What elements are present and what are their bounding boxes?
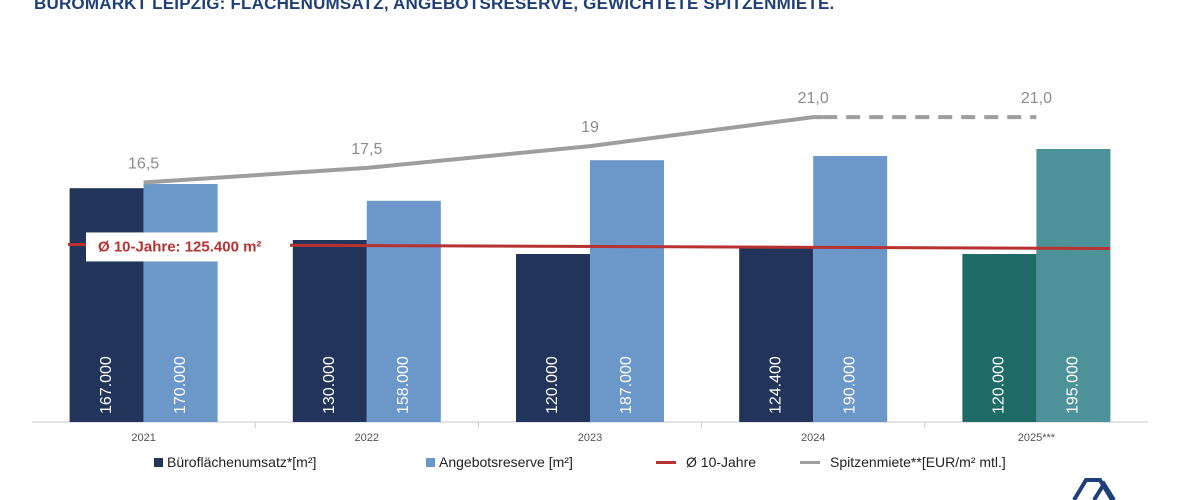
bar-umsatz-3 xyxy=(739,247,814,422)
rent-label-0: 16,5 xyxy=(128,155,159,172)
legend-label-umsatz: Büroflächenumsatz*[m²] xyxy=(167,454,317,470)
bar-umsatz-0 xyxy=(69,188,144,422)
legend-label-angebotsreserve: Angebotsreserve [m²] xyxy=(439,454,573,470)
bar-value-label-angebotsreserve-3: 190.000 xyxy=(841,356,858,414)
bar-angebotsreserve-2 xyxy=(590,160,664,422)
rent-label-2: 19 xyxy=(581,119,599,136)
bar-umsatz-4 xyxy=(962,254,1037,422)
legend-swatch-umsatz xyxy=(154,457,163,467)
average-label: Ø 10-Jahre: 125.400 m² xyxy=(98,238,261,255)
average-label-box xyxy=(86,232,290,262)
legend-swatch-average xyxy=(656,460,676,464)
bar-angebotsreserve-1 xyxy=(366,200,441,422)
bar-value-label-umsatz-2: 120.000 xyxy=(544,356,561,414)
legend-item-angebotsreserve: Angebotsreserve [m²] xyxy=(426,454,573,470)
x-tick-label-1: 2022 xyxy=(355,432,379,444)
legend: Büroflächenumsatz*[m²] Angebotsreserve [… xyxy=(0,454,1180,478)
rent-label-1: 17,5 xyxy=(351,141,382,158)
rent-label-4: 21,0 xyxy=(1021,90,1052,107)
legend-swatch-rent xyxy=(800,460,820,464)
bar-value-label-umsatz-4: 120.000 xyxy=(991,356,1008,414)
x-tick-label-2: 2023 xyxy=(578,432,602,444)
bar-value-label-angebotsreserve-2: 187.000 xyxy=(618,356,635,414)
rent-label-3: 21,0 xyxy=(798,90,829,107)
bar-value-label-umsatz-0: 167.000 xyxy=(98,356,115,414)
x-tick-label-3: 2024 xyxy=(801,432,825,444)
bar-value-label-umsatz-1: 130.000 xyxy=(321,356,338,414)
legend-item-rent: Spitzenmiete**[EUR/m² mtl.] xyxy=(800,454,1006,470)
chart-area: 167.000 170.000 2021 130.000 158.000 2022 120.… xyxy=(32,90,1148,444)
bar-value-label-angebotsreserve-4: 195.000 xyxy=(1065,356,1082,414)
bar-angebotsreserve-4 xyxy=(1036,149,1111,422)
legend-label-rent: Spitzenmiete**[EUR/m² mtl.] xyxy=(830,454,1006,470)
bar-umsatz-2 xyxy=(516,254,590,422)
bar-umsatz-1 xyxy=(292,240,367,422)
bar-value-label-angebotsreserve-0: 170.000 xyxy=(172,356,189,414)
legend-item-umsatz: Büroflächenumsatz*[m²] xyxy=(154,454,316,470)
legend-item-average: Ø 10-Jahre xyxy=(656,454,756,470)
legend-swatch-angebotsreserve xyxy=(426,457,435,467)
legend-label-average: Ø 10-Jahre xyxy=(686,454,757,470)
x-tick-label-0: 2021 xyxy=(131,432,155,444)
brand-logo-icon xyxy=(1072,478,1116,500)
bar-angebotsreserve-3 xyxy=(813,156,888,422)
bar-value-label-umsatz-3: 124.400 xyxy=(767,356,784,414)
bar-angebotsreserve-0 xyxy=(143,184,218,422)
rent-line-solid xyxy=(143,115,824,185)
x-tick-label-4: 2025*** xyxy=(1018,432,1056,444)
chart-title: BÜROMARKT LEIPZIG: FLÄCHENUMSATZ, ANGEBO… xyxy=(34,0,835,13)
bar-value-label-angebotsreserve-1: 158.000 xyxy=(395,356,412,414)
